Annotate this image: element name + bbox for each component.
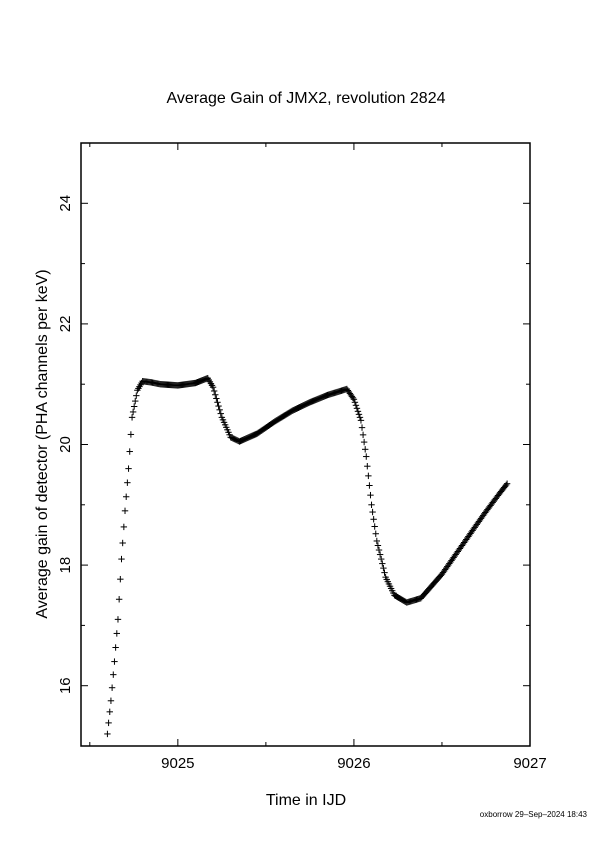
data-point	[360, 438, 368, 446]
data-point	[112, 644, 119, 651]
data-point	[119, 539, 126, 547]
data-point	[369, 508, 376, 516]
data-point	[108, 684, 116, 691]
data-point	[366, 482, 373, 489]
y-tick-label: 18	[57, 557, 74, 574]
data-point	[357, 417, 365, 424]
data-point	[213, 395, 220, 402]
data-point	[367, 491, 374, 499]
plot-area	[80, 142, 531, 747]
data-point	[214, 399, 221, 406]
data-point	[212, 391, 219, 398]
data-point	[111, 658, 118, 665]
data-point	[502, 481, 510, 489]
data-point	[209, 384, 217, 391]
data-point	[210, 387, 218, 395]
y-tick-label: 20	[57, 436, 74, 453]
data-points	[104, 374, 511, 738]
data-point	[371, 523, 378, 530]
x-axis-label: Time in IJD	[266, 792, 346, 809]
data-point	[376, 551, 384, 558]
data-point	[372, 530, 379, 537]
data-point	[125, 465, 132, 472]
data-point	[358, 424, 366, 431]
data-point	[354, 408, 362, 415]
data-point	[380, 564, 387, 572]
chart-title: Average Gain of JMX2, revolution 2824	[167, 90, 446, 107]
data-point	[349, 394, 357, 402]
data-point	[120, 523, 128, 531]
y-tick-label: 16	[57, 677, 74, 694]
data-point	[365, 472, 372, 480]
data-point	[117, 575, 124, 583]
data-point	[368, 501, 375, 508]
data-point	[361, 446, 369, 453]
data-point	[105, 719, 112, 727]
timestamp-footer: oxborrow 29–Sep–2024 18:43	[480, 810, 588, 819]
data-point	[350, 396, 358, 403]
data-point	[115, 596, 123, 603]
data-point	[130, 403, 138, 410]
data-point	[381, 569, 388, 576]
data-point	[359, 431, 367, 439]
x-tick-label: 9027	[513, 755, 546, 772]
data-point	[351, 399, 359, 406]
data-point	[378, 555, 385, 563]
data-point	[217, 410, 224, 417]
axis-ticks	[81, 142, 531, 747]
data-point	[364, 463, 371, 470]
y-tick-label: 24	[57, 195, 74, 212]
data-point	[356, 414, 364, 421]
data-point	[121, 507, 129, 515]
data-point	[216, 406, 223, 414]
data-point	[106, 708, 113, 716]
data-point	[352, 402, 360, 409]
data-point	[374, 542, 382, 549]
data-point	[129, 408, 137, 416]
data-point	[373, 537, 381, 545]
data-point	[132, 397, 139, 405]
data-point	[113, 630, 121, 637]
x-tick-label: 9026	[337, 755, 370, 772]
data-point	[107, 697, 115, 704]
x-axis-tick-labels: 9025 9026 9027	[161, 755, 547, 772]
data-point	[215, 402, 222, 410]
data-point	[355, 411, 363, 418]
data-point	[370, 516, 377, 523]
data-point	[114, 616, 122, 623]
data-point	[503, 480, 511, 487]
data-point	[118, 555, 125, 563]
y-tick-label: 22	[57, 316, 74, 333]
data-point	[128, 414, 136, 421]
y-axis-label: Average gain of detector (PHA channels p…	[34, 269, 51, 618]
data-point	[353, 405, 361, 412]
data-point	[104, 730, 111, 738]
data-point	[126, 448, 133, 455]
data-point	[375, 546, 383, 554]
data-point	[363, 453, 370, 460]
data-point	[124, 479, 131, 486]
data-point	[110, 671, 117, 678]
data-point	[379, 560, 386, 567]
data-point	[133, 392, 140, 399]
x-tick-label: 9025	[161, 755, 194, 772]
data-point	[122, 493, 130, 500]
y-axis-tick-labels: 16 18 20 22 24	[57, 195, 74, 694]
data-point	[127, 431, 135, 438]
